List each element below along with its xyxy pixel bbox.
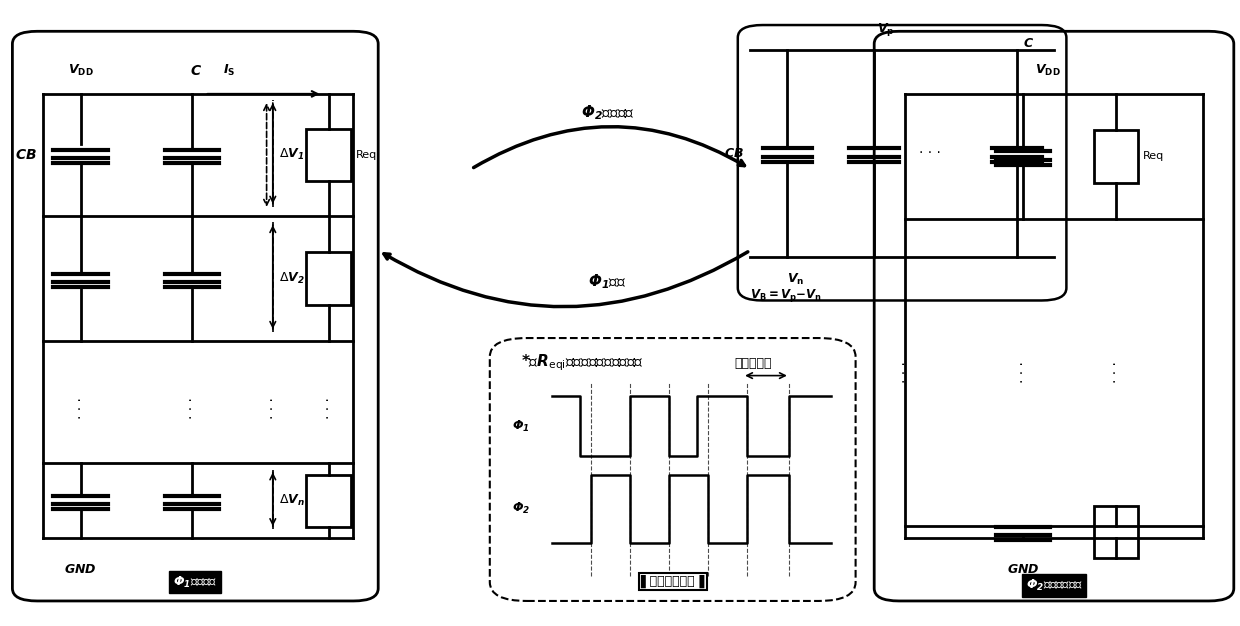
Text: $\bfit{V}$$_{\bf{DD}}$: $\bfit{V}$$_{\bf{DD}}$ (68, 63, 93, 78)
Text: $\bfit{\Phi_2}$电荷平均: $\bfit{\Phi_2}$电荷平均 (580, 103, 635, 122)
Text: $\bfit{V}$$_{\bf{DD}}$: $\bfit{V}$$_{\bf{DD}}$ (1035, 63, 1060, 78)
Text: ▌两相驱动信号▐: ▌两相驱动信号▐ (641, 575, 704, 588)
Text: · · ·: · · · (185, 398, 200, 419)
Bar (306, 129, 351, 182)
Text: $\bfit{I}$$_{\bf{S}}$: $\bfit{I}$$_{\bf{S}}$ (223, 63, 236, 78)
Bar (1094, 130, 1138, 183)
Text: · · ·: · · · (73, 398, 88, 419)
Text: $\bfit{V}$$_{\bf{p}}$: $\bfit{V}$$_{\bf{p}}$ (877, 21, 894, 38)
Text: *：$\bfit{R}$$_{\rm{eqi}}$是负载单元的等效电阻: *：$\bfit{R}$$_{\rm{eqi}}$是负载单元的等效电阻 (521, 353, 644, 373)
Text: · · ·: · · · (1109, 362, 1123, 383)
Text: $\bfit{\Phi_1}$充电阶段: $\bfit{\Phi_1}$充电阶段 (174, 575, 217, 590)
Text: $\Delta \bfit{V_1}$: $\Delta \bfit{V_1}$ (279, 147, 304, 163)
Text: · · ·: · · · (321, 398, 336, 419)
Text: · · ·: · · · (898, 362, 913, 383)
Text: $\bfit{GND}$: $\bfit{GND}$ (64, 563, 97, 577)
Bar (306, 252, 351, 305)
Text: Req: Req (356, 150, 377, 160)
Text: $\bfit{\Phi_1}$充电: $\bfit{\Phi_1}$充电 (588, 272, 627, 291)
Text: 不交叠时钟: 不交叠时钟 (734, 357, 773, 369)
Text: · · ·: · · · (1016, 362, 1030, 383)
Text: $\bfit{GND}$: $\bfit{GND}$ (1007, 563, 1039, 577)
Text: $\bfit{\Phi_1}$: $\bfit{\Phi_1}$ (512, 419, 529, 434)
Text: $\bfit{CB}$: $\bfit{CB}$ (15, 148, 37, 162)
Text: $\Delta \bfit{V_2}$: $\Delta \bfit{V_2}$ (279, 271, 305, 286)
Text: $\bfit{CB}$: $\bfit{CB}$ (724, 147, 744, 160)
Text: $\Delta \bfit{V_n}$: $\Delta \bfit{V_n}$ (279, 493, 305, 508)
Text: · · ·: · · · (265, 398, 280, 419)
Text: $\bfit{V}$$_{\bf{B}}$$\bfit{=}$$\bfit{V}$$_{\bf{p}}$$\bfit{-}$$\bfit{V}$$_{\bf{n: $\bfit{V}$$_{\bf{B}}$$\bfit{=}$$\bfit{V}… (750, 287, 822, 304)
Text: $\bfit{C}$: $\bfit{C}$ (1023, 38, 1034, 50)
Text: $\bfit{C}$: $\bfit{C}$ (190, 64, 202, 78)
Bar (1094, 506, 1138, 558)
Text: $\bfit{\Phi_2}$: $\bfit{\Phi_2}$ (512, 501, 531, 516)
Text: $\bfit{V}$$_{\bf{n}}$: $\bfit{V}$$_{\bf{n}}$ (787, 272, 805, 287)
Bar (306, 475, 351, 527)
Text: · · ·: · · · (919, 146, 941, 160)
Text: Req: Req (1143, 151, 1164, 162)
Text: $\bfit{\Phi_2}$电荷平均阶段: $\bfit{\Phi_2}$电荷平均阶段 (1025, 578, 1083, 593)
